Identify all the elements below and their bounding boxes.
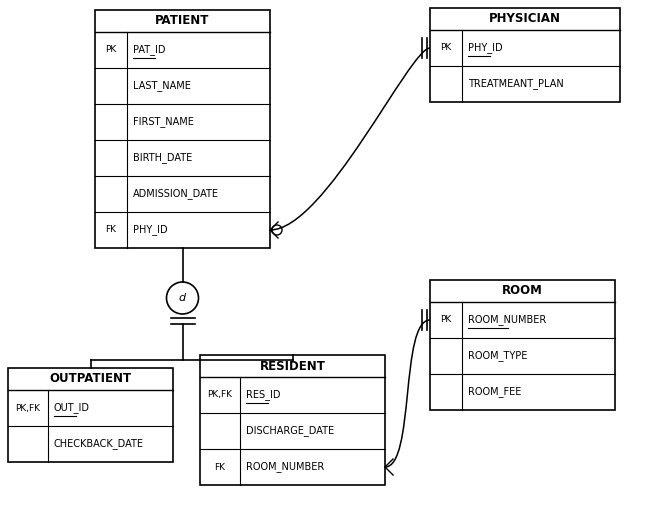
- Text: TREATMEANT_PLAN: TREATMEANT_PLAN: [468, 79, 564, 89]
- Text: PK,FK: PK,FK: [16, 404, 40, 412]
- Bar: [430, 280, 615, 410]
- Bar: [430, 8, 620, 102]
- Bar: [200, 355, 385, 485]
- Text: ROOM_TYPE: ROOM_TYPE: [468, 351, 527, 361]
- Text: d: d: [179, 293, 186, 303]
- Text: PK,FK: PK,FK: [208, 390, 232, 400]
- Text: PK: PK: [440, 315, 452, 324]
- Text: CHECKBACK_DATE: CHECKBACK_DATE: [54, 438, 144, 450]
- Text: ROOM_NUMBER: ROOM_NUMBER: [468, 315, 546, 326]
- Text: PK: PK: [105, 45, 117, 55]
- Text: BIRTH_DATE: BIRTH_DATE: [133, 153, 192, 164]
- Text: OUTPATIENT: OUTPATIENT: [49, 373, 132, 385]
- Text: ROOM: ROOM: [502, 285, 543, 297]
- Text: RESIDENT: RESIDENT: [260, 360, 326, 373]
- Bar: [95, 10, 270, 248]
- Bar: [8, 368, 173, 462]
- Text: PATIENT: PATIENT: [156, 14, 210, 28]
- Text: FIRST_NAME: FIRST_NAME: [133, 117, 194, 127]
- Text: PK: PK: [440, 43, 452, 53]
- Text: PHYSICIAN: PHYSICIAN: [489, 12, 561, 26]
- Text: PAT_ID: PAT_ID: [133, 44, 165, 56]
- Text: ADMISSION_DATE: ADMISSION_DATE: [133, 189, 219, 199]
- Text: OUT_ID: OUT_ID: [54, 403, 90, 413]
- Text: PHY_ID: PHY_ID: [133, 224, 167, 236]
- Text: DISCHARGE_DATE: DISCHARGE_DATE: [246, 426, 334, 436]
- Text: FK: FK: [214, 462, 225, 472]
- Text: ROOM_FEE: ROOM_FEE: [468, 386, 521, 398]
- Text: FK: FK: [105, 225, 117, 235]
- Text: LAST_NAME: LAST_NAME: [133, 81, 191, 91]
- Text: PHY_ID: PHY_ID: [468, 42, 503, 54]
- Text: RES_ID: RES_ID: [246, 389, 281, 401]
- Text: ROOM_NUMBER: ROOM_NUMBER: [246, 461, 324, 473]
